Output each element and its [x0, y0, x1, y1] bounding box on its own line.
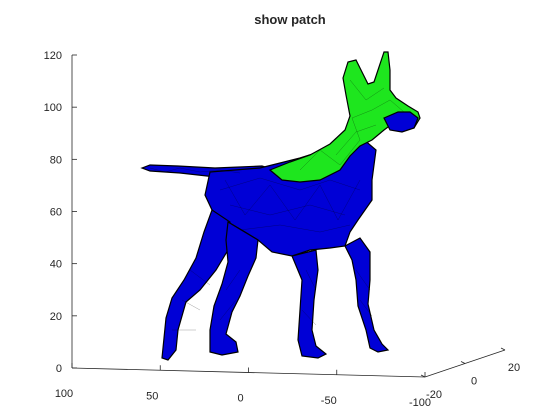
x-tick-label: -50 [321, 395, 337, 407]
dog-head-patch [268, 51, 421, 183]
y-tick-label: 0 [471, 376, 477, 388]
y-tick-mark [420, 374, 426, 378]
z-tick-label: 40 [50, 259, 62, 271]
z-ticks: 0 20 40 60 80 100 120 [44, 50, 77, 375]
mesh-wireframe [149, 79, 405, 331]
y-tick-mark [460, 361, 466, 364]
dog-mesh [140, 51, 421, 361]
x-tick-label: -100 [409, 397, 431, 409]
x-tick-label: 50 [146, 390, 158, 402]
z-tick-label: 0 [56, 363, 62, 375]
z-tick-label: 60 [50, 207, 62, 219]
chart-title: show patch [254, 12, 326, 27]
dog-jaw [383, 111, 419, 133]
y-tick-label: -20 [426, 389, 442, 401]
y-tick-mark [500, 347, 506, 351]
z-tick-label: 120 [44, 50, 62, 62]
x-ticks: 100 50 0 -50 -100 [55, 363, 431, 409]
x-tick-label: 0 [237, 393, 243, 405]
y-tick-label: 20 [508, 362, 520, 374]
y-ticks: -20 0 20 [420, 347, 520, 401]
x-tick-label: 100 [55, 388, 73, 400]
dog-front-leg-far [344, 237, 390, 353]
dog-front-leg-near [291, 249, 328, 359]
z-tick-label: 100 [44, 102, 62, 114]
dog-hind-leg-near [209, 221, 259, 356]
z-tick-label: 80 [50, 154, 62, 166]
z-tick-label: 20 [50, 311, 62, 323]
dog-hind-leg-far [161, 209, 231, 361]
